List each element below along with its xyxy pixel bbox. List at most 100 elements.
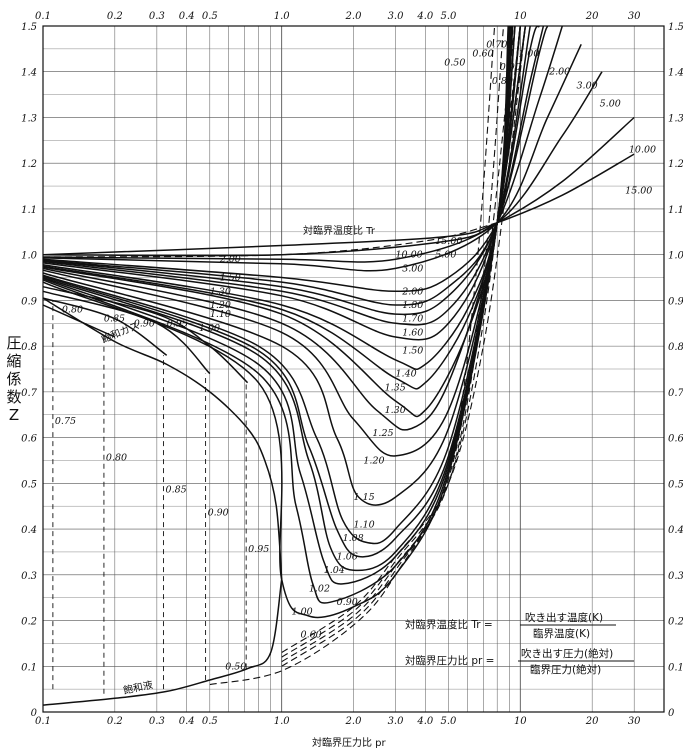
x-tick-label-top: 5.0 xyxy=(441,11,458,22)
series-line xyxy=(42,25,531,341)
y-tick-label-left: 0.3 xyxy=(21,571,37,582)
y-tick-label-left: 0.9 xyxy=(21,296,38,307)
y-tick-label-left: 0.2 xyxy=(21,617,37,628)
curve-label: 1.06 xyxy=(337,552,358,563)
x-tick-label-bottom: 1.0 xyxy=(274,716,291,727)
y-tick-label-right: 0.4 xyxy=(668,525,683,536)
y-axis-title-char: 圧 xyxy=(6,334,21,352)
x-tick-label-top: 0.1 xyxy=(35,11,51,22)
series-line xyxy=(42,43,582,272)
formula-pr-denominator: 臨界圧力(絶対) xyxy=(530,663,601,676)
y-tick-label-right: 0.6 xyxy=(668,434,683,445)
y-tick-label-right: 0.7 xyxy=(668,388,683,399)
curve-label: 3.00 xyxy=(577,80,598,91)
curve-label: 1.50 xyxy=(402,346,423,357)
series-line xyxy=(42,25,540,326)
series-line xyxy=(281,25,516,663)
x-tick-label-bottom: 0.4 xyxy=(179,716,195,727)
curve-label: 0.95 xyxy=(167,318,188,329)
y-tick-label-right: 1.4 xyxy=(668,68,683,79)
x-tick-label-top: 0.3 xyxy=(149,11,165,22)
x-tick-label-bottom: 0.2 xyxy=(107,716,123,727)
y-tick-label-left: 1.1 xyxy=(21,205,37,216)
curve-label: 5.00 xyxy=(600,99,621,110)
y-tick-label-left: 0 xyxy=(31,708,38,719)
tr-series-title: 対臨界温度比 Tr xyxy=(303,224,376,237)
curve-label: 1.00 xyxy=(292,606,313,617)
curve-label: 15.00 xyxy=(625,186,652,197)
curve-label: 15.00 xyxy=(435,236,462,247)
curve-label: 1.00 xyxy=(518,48,539,59)
series-line xyxy=(42,579,283,706)
curve-label: 1.10 xyxy=(210,309,231,320)
y-tick-label-right: 1.3 xyxy=(668,113,683,124)
x-tick-label-top: 1.0 xyxy=(274,11,291,22)
series-line xyxy=(209,25,496,686)
formula-tr-denominator: 臨界温度(K) xyxy=(533,627,590,640)
y-tick-label-left: 1.4 xyxy=(21,68,37,79)
dashed-vertical-label: 0.95 xyxy=(248,544,269,555)
curve-label: 1.20 xyxy=(363,455,384,466)
y-tick-label-left: 1.0 xyxy=(21,251,38,262)
plot-frame xyxy=(42,25,665,713)
series-line xyxy=(42,25,545,316)
curve-label: 1.30 xyxy=(385,405,406,416)
curve-label: 5.00 xyxy=(435,250,456,261)
series-line xyxy=(42,297,283,580)
curve-label: 1.02 xyxy=(309,584,330,595)
grid xyxy=(42,25,665,713)
x-tick-label-top: 30 xyxy=(628,11,641,22)
y-tick-label-left: 1.3 xyxy=(21,113,37,124)
series-line xyxy=(281,25,505,667)
curve-label: 0.50 xyxy=(444,58,465,69)
x-tick-label-top: 4.0 xyxy=(416,11,434,22)
y-tick-label-right: 0.1 xyxy=(668,662,683,673)
curve-label: 1.08 xyxy=(343,533,364,544)
curve-label: 0.85 xyxy=(104,314,125,325)
curve-label: 0.70 xyxy=(486,39,507,50)
y-tick-label-right: 0.9 xyxy=(668,296,683,307)
curve-label: 1.00 xyxy=(199,323,220,334)
x-tick-label-top: 10 xyxy=(514,11,527,22)
formula-tr-numerator: 吹き出す温度(K) xyxy=(525,611,603,624)
curve-label: 2.00 xyxy=(219,254,241,265)
curve-label: 1.70 xyxy=(402,314,423,325)
series-line xyxy=(42,25,516,545)
x-axis-title: 対臨界圧力比 pr xyxy=(312,736,387,749)
y-tick-label-left: 0.6 xyxy=(21,434,38,445)
curve-label: 1.15 xyxy=(354,492,375,503)
x-tick-label-bottom: 10 xyxy=(514,716,527,727)
x-tick-label-top: 0.4 xyxy=(179,11,195,22)
curve-label: 1.25 xyxy=(372,428,393,439)
x-tick-label-top: 0.5 xyxy=(202,11,218,22)
curves xyxy=(42,25,635,706)
axes: 0.1 0.1 0.2 0.2 0.3 0.3 0.4 0.4 0.5 0.5 1.0 1.0 2.0 2… xyxy=(21,11,683,727)
y-tick-label-right: 0.5 xyxy=(668,479,683,490)
x-tick-label-bottom: 3.0 xyxy=(388,716,405,727)
curve-label: 2.00 xyxy=(401,286,423,297)
formula-tr: 対臨界温度比 Tr = 吹き出す温度(K) 臨界温度(K) xyxy=(405,611,616,640)
x-tick-label-bottom: 4.0 xyxy=(416,716,434,727)
series-line xyxy=(42,290,211,375)
x-tick-label-top: 20 xyxy=(585,11,599,22)
y-tick-label-right: 0.2 xyxy=(668,617,683,628)
curve-label: 0.80 xyxy=(62,305,83,316)
curve-label: 1.40 xyxy=(396,369,417,380)
y-tick-label-right: 1.2 xyxy=(668,159,683,170)
x-tick-label-bottom: 5.0 xyxy=(441,716,458,727)
x-tick-label-top: 3.0 xyxy=(388,11,405,22)
curve-label: 0.90 xyxy=(500,62,521,73)
dashed-vertical-label: 0.85 xyxy=(166,484,187,495)
series-line xyxy=(281,25,526,653)
x-tick-label-bottom: 0.3 xyxy=(149,716,165,727)
formula-tr-lhs: 対臨界温度比 Tr = xyxy=(405,618,493,631)
x-tick-label-bottom: 30 xyxy=(628,716,641,727)
curve-label: 1.20 xyxy=(210,300,231,311)
series-line xyxy=(42,25,549,306)
y-tick-label-right: 1.0 xyxy=(668,251,683,262)
y-tick-label-left: 0.8 xyxy=(21,342,37,353)
curve-label: 1.80 xyxy=(402,300,423,311)
x-tick-label-top: 0.2 xyxy=(107,11,123,22)
dashed-vertical-label: 0.75 xyxy=(55,416,76,427)
